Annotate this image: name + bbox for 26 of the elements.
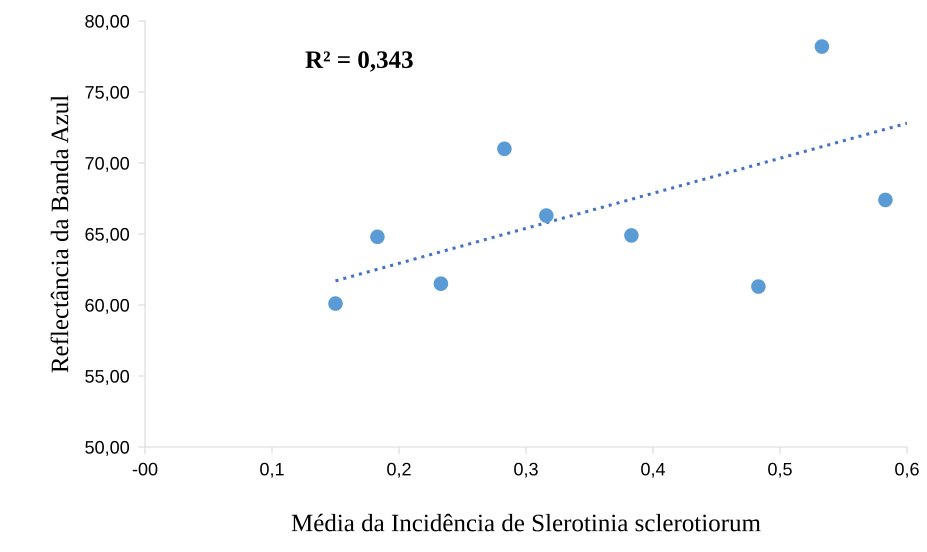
y-axis-title: Reflectância da Banda Azul xyxy=(50,95,68,372)
annotation: R² = 0,343 xyxy=(305,51,413,72)
point xyxy=(539,208,554,223)
x-tick-label: -00 xyxy=(132,462,158,476)
point xyxy=(814,39,830,54)
point xyxy=(624,228,639,243)
point xyxy=(434,276,448,291)
y-tick-label: 75,00 xyxy=(85,86,130,101)
x-tick-label: 0,1 xyxy=(260,462,284,478)
x-axis-title: Média da Incidência de Slerotinia sclerotiorum xyxy=(292,514,761,532)
x-tick-label: 0,4 xyxy=(641,462,666,478)
y-tick-label: 55,00 xyxy=(85,370,130,385)
x-tick-label: 0,3 xyxy=(514,462,538,478)
y-tick-label: 50,00 xyxy=(85,440,130,456)
y-tick-label: 60,00 xyxy=(85,298,130,314)
x-tick-label: 0,6 xyxy=(895,462,919,478)
x-tick-label: 0,5 xyxy=(768,462,792,478)
point xyxy=(878,192,893,208)
y-tick-label: 70,00 xyxy=(85,156,130,172)
point xyxy=(751,279,766,294)
point xyxy=(497,142,512,156)
y-tick-label: 80,00 xyxy=(85,14,130,30)
x-tick-label: 0,2 xyxy=(387,462,411,478)
point xyxy=(370,230,385,244)
point xyxy=(328,296,343,311)
y-tick-label: 65,00 xyxy=(85,228,130,243)
